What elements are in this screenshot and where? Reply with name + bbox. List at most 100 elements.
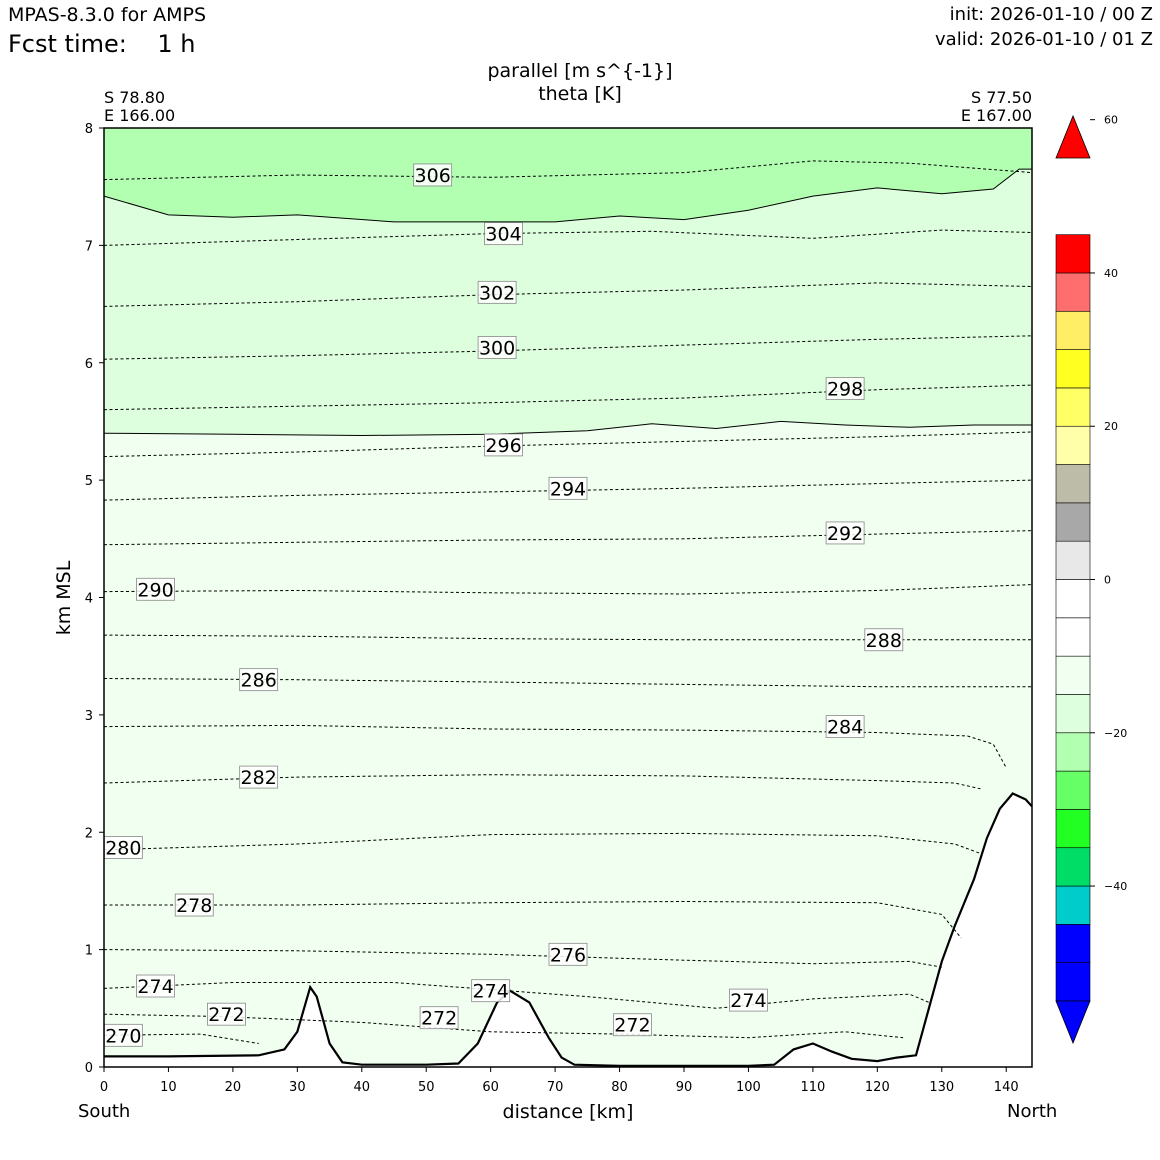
contour-label-box [825,521,865,545]
colorbar-segment [1055,272,1091,312]
colorbar-segment [1055,387,1091,427]
contour-label-298: 298 [827,379,863,401]
colorbar-tick-label: 60 [1104,114,1118,127]
colorbar-under-arrow [1055,1000,1091,1045]
chart-subtitle: theta [K] [538,83,622,105]
right-end-latitude: S 77.50 [970,88,1032,107]
x-tick-label-70: 70 [547,1080,564,1095]
x-tick-label-130: 130 [929,1080,954,1095]
colorbar-segment [1055,234,1091,274]
contour-label-box [136,974,175,998]
x-tick-label-120: 120 [865,1080,890,1095]
init-time: init: 2026-01-10 / 00 Z [949,4,1153,25]
contour-label-box [136,577,175,601]
colorbar-segment [1055,732,1091,772]
contour-label-300: 300 [479,337,515,359]
contour-label-282: 282 [241,767,277,789]
x-tick-label-140: 140 [994,1080,1019,1095]
contour-label-274: 274 [137,976,173,998]
shade-boundary-mid [103,420,1032,437]
x-tick-label-10: 10 [160,1080,177,1095]
north-end-label: North [1007,1101,1058,1122]
contour-label-box [239,668,279,692]
shade-boundary-top [103,168,1032,223]
colorbar-tick-label: 0 [1104,574,1111,587]
theta-contour-290 [103,584,1033,595]
contour-label-272: 272 [208,1004,244,1026]
x-tick-label-100: 100 [736,1080,761,1095]
theta-contour-284 [103,724,1007,768]
colorbar-segment [1055,349,1091,389]
contour-label-box [729,988,768,1012]
colorbar-segment [1055,924,1091,963]
terrain-fill [104,793,1032,1067]
theta-contour-292 [103,530,1033,546]
y-tick-label-8: 8 [85,122,93,137]
contour-label-box [419,1006,459,1030]
colorbar-tick-label: 20 [1104,420,1118,433]
contour-label-296: 296 [485,435,521,457]
colorbar-segment [1055,885,1091,925]
theta-contour-298 [103,384,1033,411]
contour-label-box [477,280,517,304]
colorbar-segment [1055,809,1091,849]
y-tick-label-7: 7 [85,239,93,254]
colorbar-segment [1055,464,1091,504]
contour-label-278: 278 [176,895,212,917]
colorbar-segment [1055,655,1091,695]
y-tick-label-4: 4 [85,592,93,607]
contour-label-286: 286 [241,670,277,692]
x-tick-label-50: 50 [418,1080,435,1095]
theta-contour-276 [103,949,942,968]
x-tick-label-90: 90 [676,1080,693,1095]
colorbar-over-arrow [1055,114,1091,159]
theta-contour-274 [103,982,930,1009]
contour-label-292: 292 [827,523,863,545]
contour-label-box [471,979,511,1003]
valid-time: valid: 2026-01-10 / 01 Z [935,29,1153,50]
contour-label-box [413,163,453,187]
y-tick-label-3: 3 [85,709,93,724]
contour-label-box [864,628,904,652]
colorbar-tick-label: −20 [1104,727,1127,740]
contour-label-276: 276 [550,944,586,966]
contour-label-box [548,476,588,500]
colorbar-segment [1055,694,1091,734]
contour-label-box [477,336,517,359]
theta-contour-294 [103,479,1033,501]
contour-label-274: 274 [473,981,509,1003]
contour-label-box [825,715,865,739]
x-tick-label-60: 60 [482,1080,499,1095]
theta-contour-300 [103,335,1033,360]
y-tick-label-1: 1 [85,944,93,959]
colorbar-segment [1055,579,1091,619]
chart-title: parallel [m s^{-1}] [487,60,673,82]
theta-contour-278 [104,900,962,939]
colorbar-segment [1055,962,1091,1002]
south-end-label: South [78,1101,131,1122]
y-tick-label-0: 0 [85,1061,93,1076]
colorbar-tick-label: 40 [1104,267,1118,280]
y-tick-label-2: 2 [85,826,93,841]
colorbar-segment [1055,770,1091,810]
theta-contour-296 [103,431,1033,458]
terrain-line [104,792,1033,1067]
contour-label-290: 290 [137,579,173,601]
colorbar-segment [1055,540,1091,580]
colorbar-segment [1055,310,1091,350]
contour-label-box [484,222,523,246]
contour-label-box [548,942,588,966]
contour-label-box [613,1013,652,1037]
theta-contour-304 [103,229,1033,246]
contour-label-box [207,1002,246,1026]
theta-contour-302 [103,282,1033,307]
y-axis-label: km MSL [53,560,75,635]
x-tick-label-0: 0 [100,1080,108,1095]
contour-label-box [174,893,214,917]
left-end-latitude: S 78.80 [104,88,166,107]
y-tick-label-5: 5 [85,474,93,489]
contour-label-272: 272 [421,1008,457,1030]
colorbar-segment [1055,617,1091,657]
theta-contour-280 [103,832,981,854]
